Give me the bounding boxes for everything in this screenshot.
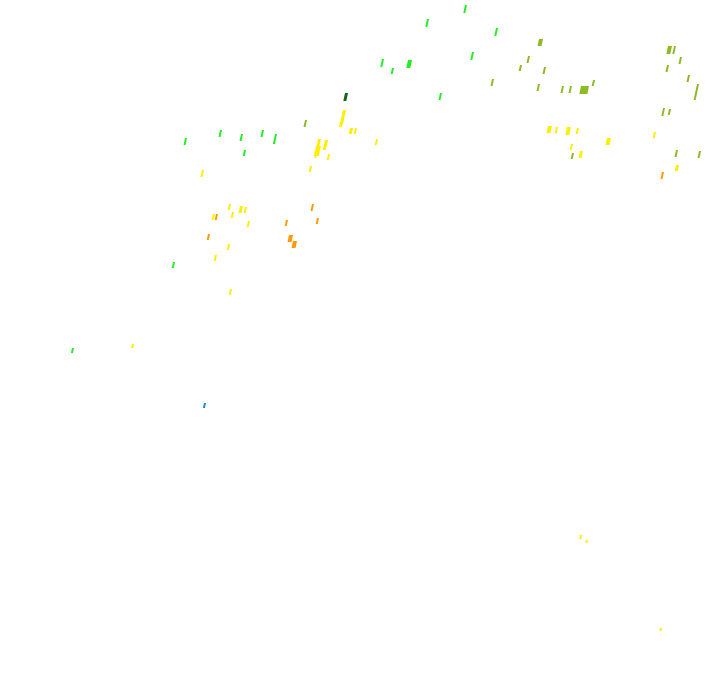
map-feature-yellow: [374, 139, 379, 145]
map-feature-yellow: [211, 214, 215, 220]
map-feature-yellow: [228, 289, 232, 295]
map-feature-orange: [315, 218, 319, 224]
map-feature-orange: [310, 204, 314, 211]
map-feature-yellow: [226, 244, 230, 250]
map-feature-yellow: [652, 132, 657, 138]
map-feature-orange: [284, 220, 288, 226]
map-feature-olive: [579, 86, 590, 94]
map-feature-green: [218, 130, 222, 137]
map-feature-yellow: [326, 154, 331, 160]
map-feature-green: [390, 68, 394, 74]
map-feature-yellow: [314, 150, 318, 158]
map-feature-orange: [660, 172, 665, 179]
map-feature-olive: [666, 46, 673, 54]
map-feature-olive: [518, 65, 522, 71]
map-feature-yellow: [546, 126, 553, 133]
map-feature-yellow: [238, 206, 243, 213]
map-feature-yellow: [565, 127, 572, 135]
map-feature-yellow: [308, 166, 313, 172]
map-feature-yellow: [246, 221, 250, 227]
map-feature-olive: [686, 75, 690, 82]
map-feature-yellow: [569, 144, 573, 150]
map-feature-yellow: [243, 207, 247, 213]
map-feature-olive: [674, 150, 678, 157]
map-feature-yellow: [554, 127, 559, 133]
map-feature-yellow: [578, 151, 584, 158]
map-feature-green: [171, 262, 176, 268]
map-feature-blue: [202, 403, 206, 408]
map-feature-yellow: [227, 204, 231, 210]
map-feature-yellow: [348, 128, 353, 134]
map-feature-dark-green: [343, 93, 349, 101]
map-feature-green: [463, 5, 467, 13]
map-feature-yellow: [585, 540, 588, 543]
map-feature-green: [406, 60, 413, 68]
map-feature-olive: [490, 79, 494, 86]
map-feature-green: [494, 28, 499, 36]
map-feature-olive: [697, 151, 702, 158]
map-feature-green: [272, 134, 278, 144]
map-feature-green: [239, 134, 244, 141]
map-feature-yellow: [575, 128, 579, 134]
map-feature-green: [380, 59, 385, 67]
map-feature-olive: [537, 39, 544, 46]
map-feature-olive: [568, 86, 573, 93]
map-feature-orange: [287, 235, 293, 242]
map-feature-olive: [591, 80, 595, 86]
map-feature-olive: [667, 109, 671, 115]
map-feature-green: [425, 19, 430, 27]
map-feature-orange: [206, 234, 211, 240]
map-feature-olive: [303, 120, 308, 127]
map-feature-olive: [542, 67, 547, 74]
map-feature-yellow: [230, 212, 235, 218]
map-feature-orange: [291, 241, 298, 248]
map-feature-olive: [661, 108, 665, 116]
map-feature-yellow: [316, 139, 322, 146]
map-feature-yellow: [579, 535, 582, 539]
map-feature-yellow: [659, 628, 662, 631]
map-feature-olive: [678, 57, 682, 64]
map-feature-olive: [570, 153, 574, 159]
map-feature-yellow: [213, 255, 218, 261]
map-feature-yellow: [131, 344, 134, 348]
map-feature-yellow: [338, 122, 343, 127]
map-feature-yellow: [322, 140, 329, 150]
map-feature-yellow: [353, 128, 357, 134]
map-feature-green: [260, 130, 264, 137]
map-feature-yellow: [674, 165, 680, 171]
map-feature-olive: [526, 56, 531, 63]
map-feature-olive: [536, 84, 541, 91]
map-feature-yellow: [340, 110, 346, 124]
map-feature-yellow: [605, 138, 612, 145]
map-feature-olive: [665, 65, 669, 72]
map-feature-olive: [693, 84, 700, 100]
map-feature-green: [242, 150, 246, 156]
map-feature-orange: [214, 214, 218, 220]
map-feature-green: [438, 93, 443, 100]
map-feature-olive: [560, 86, 565, 93]
map-feature-green: [70, 348, 74, 353]
map-feature-green: [470, 52, 475, 60]
map-feature-olive: [672, 46, 677, 54]
map-feature-yellow: [200, 170, 205, 177]
map-feature-green: [183, 138, 188, 145]
